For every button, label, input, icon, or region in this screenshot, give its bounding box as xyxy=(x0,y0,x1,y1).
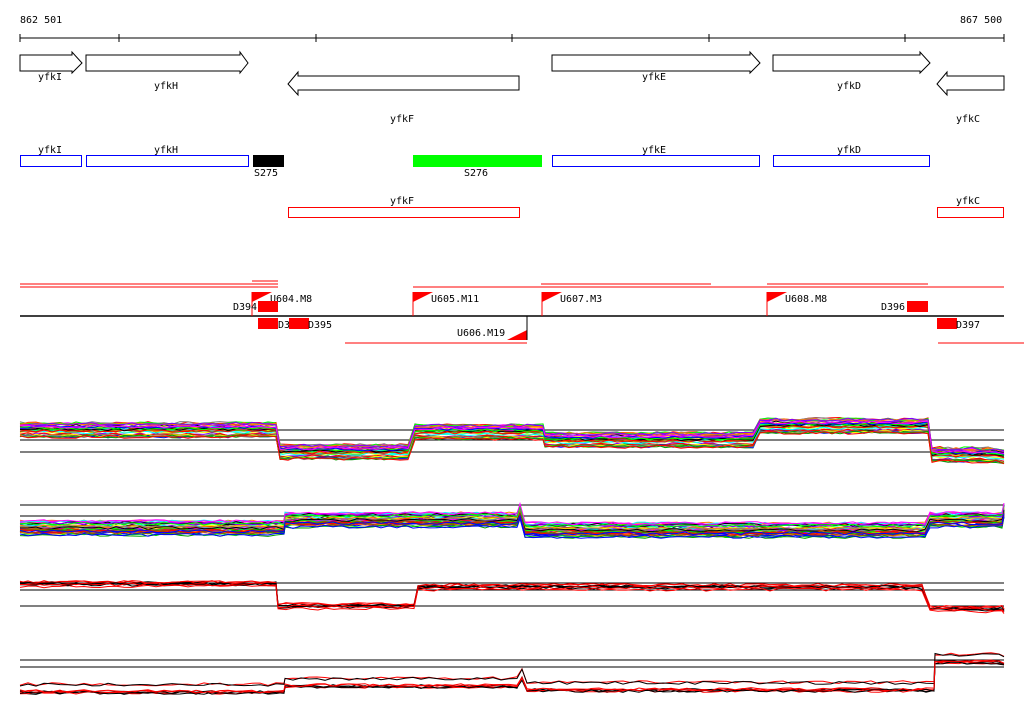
feature-box-yfkI[interactable] xyxy=(20,155,82,167)
gene-arrow-yfkD[interactable] xyxy=(772,50,931,75)
gene-arrow-track: yfkI yfkH yfkF yfkE yfkD yfkC xyxy=(19,50,1005,125)
gene-arrow-yfkF[interactable] xyxy=(287,70,520,97)
feature-label: yfkE xyxy=(642,145,666,156)
profile-panel-4 xyxy=(19,652,1005,695)
feature-label: S275 xyxy=(254,168,278,179)
gene-arrow-yfkC[interactable] xyxy=(936,70,1005,97)
expression-profile-line xyxy=(19,661,1005,695)
gene-arrow-yfkI[interactable] xyxy=(19,50,83,75)
feature-box-yfkD[interactable] xyxy=(773,155,930,167)
gene-label: yfkH xyxy=(154,81,178,92)
expression-profile-line xyxy=(19,505,1005,528)
expression-profile-line xyxy=(19,584,1005,614)
feature-label: yfkD xyxy=(837,145,861,156)
expression-profile-line xyxy=(19,652,1005,687)
gene-label: yfkE xyxy=(642,72,666,83)
feature-label: yfkF xyxy=(390,196,414,207)
expression-profile-line xyxy=(19,652,1005,687)
expression-profile-line xyxy=(19,424,1005,459)
feature-box-yfkH[interactable] xyxy=(86,155,249,167)
downshift-box-D396[interactable] xyxy=(907,301,928,312)
gene-arrow-yfkE[interactable] xyxy=(551,50,761,75)
expression-profile-line xyxy=(19,659,1005,694)
feature-box-S276[interactable] xyxy=(413,155,542,167)
expression-profile-line xyxy=(19,580,1005,610)
downshift-box-D3[interactable] xyxy=(258,318,278,329)
expression-profile-line xyxy=(20,582,1005,612)
segment-label: U608.M8 xyxy=(785,294,827,305)
profile-panel-3 xyxy=(19,580,1005,614)
downshift-box-D395[interactable] xyxy=(289,318,309,329)
expression-profile-line xyxy=(19,509,1005,533)
segment-label: U605.M11 xyxy=(431,294,479,305)
segment-label: U604.M8 xyxy=(270,294,312,305)
segment-label: D396 xyxy=(881,302,905,313)
ruler-ticks xyxy=(19,34,1005,42)
ruler-end-label: 867 500 xyxy=(960,15,1002,26)
upshift-flag-icon xyxy=(767,292,787,302)
segment-label: D394 xyxy=(233,302,257,313)
downshift-box-D394[interactable] xyxy=(258,301,278,312)
feature-box-S275[interactable] xyxy=(253,155,284,167)
downshift-box-D397[interactable] xyxy=(937,318,957,329)
segmentation-track: U604.M8 D394 D3 D395 U605.M11 U606.M19 U… xyxy=(20,280,1024,344)
gene-label: yfkD xyxy=(837,81,861,92)
feature-box-yfkF[interactable] xyxy=(288,207,520,218)
profile-panel-1 xyxy=(19,416,1005,465)
coordinate-ruler: 862 501 867 500 xyxy=(19,15,1005,42)
expression-profile-line xyxy=(19,430,1005,465)
gene-label: yfkF xyxy=(390,114,414,125)
feature-label: yfkH xyxy=(154,145,178,156)
expression-profile-line xyxy=(19,430,1005,464)
expression-profile-line xyxy=(19,516,1005,539)
feature-label: S276 xyxy=(464,168,488,179)
segment-label: U607.M3 xyxy=(560,294,602,305)
gene-label: yfkI xyxy=(38,72,62,83)
feature-label: yfkC xyxy=(956,196,980,207)
expression-profile-line xyxy=(19,501,1005,526)
expression-profile-line xyxy=(19,513,1005,536)
upshift-flag-icon xyxy=(413,292,433,302)
segment-label: D3 xyxy=(278,320,290,331)
downshift-flag-icon xyxy=(507,330,527,340)
upshift-flag-icon xyxy=(252,292,272,302)
gene-arrow-yfkH[interactable] xyxy=(85,50,249,75)
expression-profile-line xyxy=(19,660,1005,694)
profile-panel-2 xyxy=(19,501,1005,539)
feature-box-yfkC[interactable] xyxy=(937,207,1004,218)
feature-box-yfkE[interactable] xyxy=(552,155,760,167)
segment-label: D397 xyxy=(956,320,980,331)
feature-track-reverse: yfkF yfkC xyxy=(288,196,1004,218)
expression-profile-line xyxy=(19,516,1005,539)
expression-profiles xyxy=(19,416,1005,695)
feature-track-forward: yfkI yfkH S275 S276 yfkE yfkD xyxy=(20,145,930,179)
feature-label: yfkI xyxy=(38,145,62,156)
segment-label: D395 xyxy=(308,320,332,331)
segment-label: U606.M19 xyxy=(457,328,505,339)
expression-profile-line xyxy=(19,424,1005,459)
expression-profile-line xyxy=(19,417,1005,452)
upshift-flag-icon xyxy=(542,292,562,302)
ruler-start-label: 862 501 xyxy=(20,15,62,26)
gene-label: yfkC xyxy=(956,114,980,125)
expression-profile-line xyxy=(19,420,1005,454)
